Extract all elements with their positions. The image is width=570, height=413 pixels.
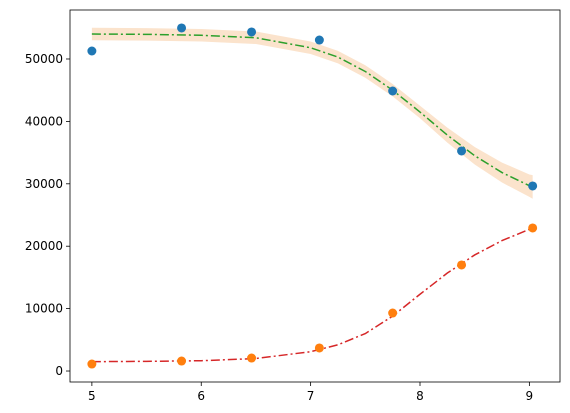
fit-line — [91, 227, 533, 363]
data-point — [247, 27, 257, 37]
x-tick-label: 8 — [416, 389, 424, 403]
data-point — [388, 308, 398, 318]
y-tick-label: 50000 — [25, 52, 63, 66]
data-point — [177, 356, 187, 366]
data-point — [314, 343, 324, 353]
data-point — [388, 86, 398, 96]
data-point — [247, 353, 257, 363]
x-tick-label: 7 — [307, 389, 315, 403]
data-point — [528, 181, 538, 191]
data-point — [314, 35, 324, 45]
x-tick-label: 6 — [197, 389, 205, 403]
data-point — [457, 260, 467, 270]
y-tick-label: 30000 — [25, 177, 63, 191]
x-tick-label: 5 — [88, 389, 96, 403]
y-tick-label: 0 — [55, 364, 63, 378]
data-point — [528, 223, 538, 233]
y-tick-label: 40000 — [25, 114, 63, 128]
fit-line — [91, 33, 533, 188]
x-tick-label: 9 — [526, 389, 534, 403]
data-point — [87, 359, 97, 369]
y-tick-label: 10000 — [25, 302, 63, 316]
data-point — [87, 46, 97, 56]
data-point — [457, 146, 467, 156]
confidence-band — [91, 27, 533, 199]
y-tick-label: 20000 — [25, 239, 63, 253]
plot-frame — [69, 9, 561, 383]
data-point — [177, 23, 187, 33]
